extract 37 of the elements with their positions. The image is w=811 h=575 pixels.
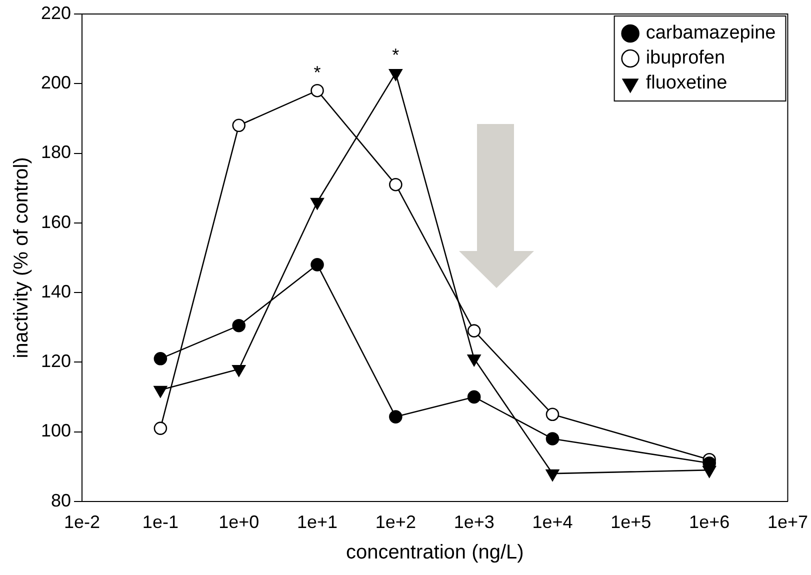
point	[467, 390, 481, 404]
point	[154, 352, 168, 366]
x-tick-label: 1e-2	[64, 512, 100, 532]
x-tick-label: 1e-1	[142, 512, 178, 532]
point	[546, 432, 560, 446]
y-tick-label: 220	[40, 2, 72, 23]
x-tick-label: 1e+1	[296, 512, 338, 532]
x-tick-label: 1e+5	[610, 512, 652, 532]
x-tick-label: 1e+3	[454, 512, 494, 532]
y-tick-label: 140	[40, 281, 72, 302]
point	[232, 318, 246, 332]
legend-label: carbamazepine	[646, 22, 776, 44]
point	[389, 178, 402, 192]
y-tick-label: 120	[40, 351, 72, 372]
y-tick-label: 180	[40, 142, 72, 162]
legend-label: ibuprofen	[646, 48, 726, 69]
x-tick-label: 1e+0	[218, 512, 260, 532]
y-tick-label: 100	[40, 420, 72, 441]
y-tick-label: 160	[40, 212, 72, 232]
x-tick-label: 1e+6	[689, 512, 730, 532]
legend-label: fluoxetine	[646, 72, 728, 94]
point	[546, 408, 560, 422]
point	[232, 118, 246, 132]
y-tick-label: 80	[51, 490, 72, 510]
x-axis-title: concentration (ng/L)	[346, 542, 524, 564]
point	[389, 410, 402, 424]
x-tick-label: 1e+2	[375, 512, 416, 532]
annotation: *	[392, 45, 400, 66]
point	[154, 422, 168, 435]
y-axis-title: inactivity (% of control)	[10, 157, 33, 358]
x-tick-label: 1e+4	[532, 512, 573, 532]
x-tick-label: 1e+7	[767, 512, 808, 532]
point	[310, 258, 324, 272]
point	[310, 84, 324, 98]
point	[467, 324, 481, 338]
annotation: *	[314, 62, 321, 83]
y-tick-label: 200	[40, 72, 72, 93]
